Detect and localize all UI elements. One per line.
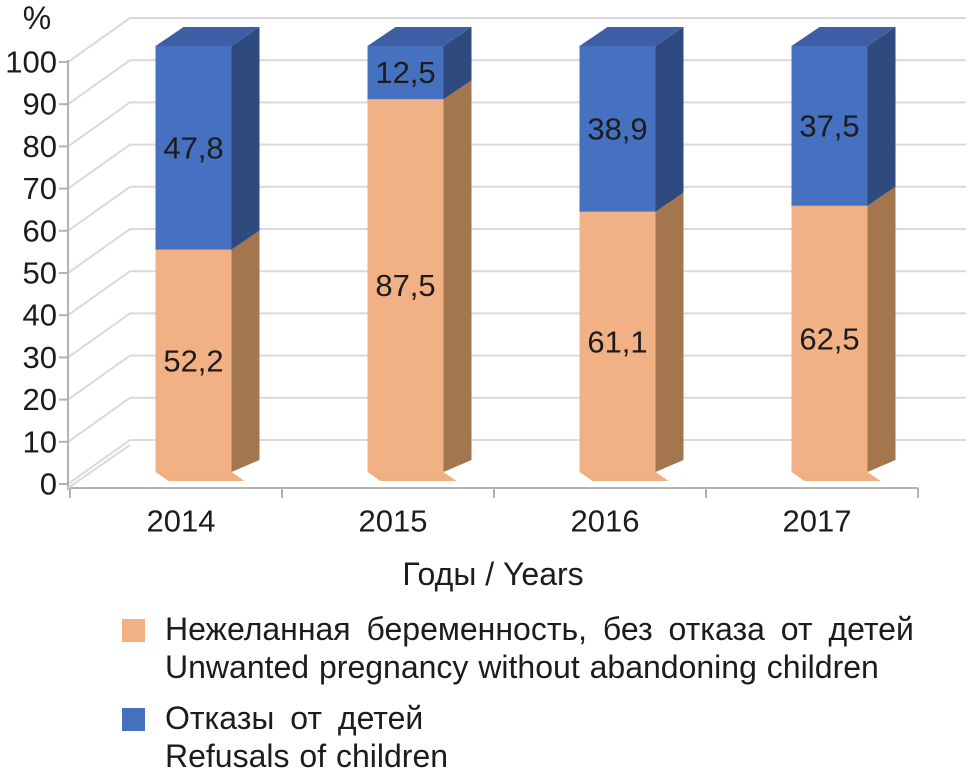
gridline xyxy=(67,228,966,274)
legend-swatch-refusals xyxy=(122,708,145,731)
x-tick-label-2014: 2014 xyxy=(147,504,216,539)
x-tick-label-2017: 2017 xyxy=(783,504,852,539)
data-label-unwanted: 61,1 xyxy=(587,324,647,359)
data-label-unwanted: 87,5 xyxy=(375,268,435,303)
bar-front-face-refusals xyxy=(367,46,444,100)
y-tick-label: 90 xyxy=(23,87,57,122)
y-tick-label: 40 xyxy=(23,298,57,333)
axes xyxy=(59,60,919,498)
legend: Нежеланная беременность, без отказа от д… xyxy=(122,610,914,775)
data-label-unwanted: 52,2 xyxy=(163,343,223,378)
gridline xyxy=(67,270,966,317)
legend-label-ru: Нежеланная беременность, без отказа от д… xyxy=(165,611,914,647)
legend-item-unwanted-pregnancy: Нежеланная беременность, без отказа от д… xyxy=(122,610,914,686)
data-label-unwanted: 62,5 xyxy=(799,321,859,356)
gridline xyxy=(67,185,966,232)
bar-top-face xyxy=(155,27,260,46)
data-label-refusals: 38,9 xyxy=(587,111,647,146)
bar-bottom-face xyxy=(155,472,245,481)
bar-front-face-refusals xyxy=(155,46,232,250)
bar-top-face xyxy=(367,27,472,46)
legend-label-unwanted-pregnancy: Нежеланная беременность, без отказа от д… xyxy=(165,610,914,686)
y-tick-label: 60 xyxy=(23,213,57,248)
y-tick-label: 20 xyxy=(23,382,57,417)
y-tick-labels: 0 10 20 30 40 50 60 70 80 90 100% xyxy=(5,0,57,502)
legend-label-ru: Отказы от детей xyxy=(165,700,424,736)
legend-swatch-unwanted-pregnancy xyxy=(122,619,145,642)
gridline xyxy=(67,396,966,443)
bar-side-face-unwanted xyxy=(231,230,260,472)
legend-item-refusals: Отказы от детей Refusals of children xyxy=(122,699,914,775)
data-label-refusals: 47,8 xyxy=(163,130,223,165)
bar-side-face-refusals xyxy=(443,27,472,100)
legend-label-en: Refusals of children xyxy=(165,738,449,774)
data-label-refusals: 12,5 xyxy=(375,55,435,90)
bar-side-face-refusals xyxy=(231,27,260,250)
bar-front-face-refusals xyxy=(791,46,868,206)
y-tick-label: 30 xyxy=(23,340,57,375)
gridlines xyxy=(67,17,966,485)
bar-side-face-unwanted xyxy=(867,186,896,472)
legend-label-en: Unwanted pregnancy without abandoning ch… xyxy=(165,649,879,685)
bar-side-face-unwanted xyxy=(655,192,684,473)
data-label-refusals: 37,5 xyxy=(799,108,859,143)
bar-front-face-unwanted xyxy=(791,205,868,472)
x-tick-label-2016: 2016 xyxy=(571,504,640,539)
gridline xyxy=(67,439,966,485)
gridline xyxy=(67,101,966,148)
bar-2014: 52,2 47,8 xyxy=(155,27,260,481)
bar-front-face-unwanted xyxy=(579,211,656,473)
gridline xyxy=(67,17,966,63)
y-tick-label: 100 xyxy=(5,45,57,80)
bar-top-face xyxy=(791,27,896,46)
bar-top-face xyxy=(579,27,684,46)
bar-2016: 61,1 38,9 xyxy=(579,27,684,481)
gridline xyxy=(67,354,966,401)
y-axis-unit-label: % xyxy=(23,0,51,36)
bar-front-face-unwanted xyxy=(155,249,232,472)
bar-bottom-face xyxy=(579,472,669,481)
bar-side-face-refusals xyxy=(867,27,896,206)
bar-2015: 87,5 12,5 xyxy=(367,27,472,481)
y-tick-label: 10 xyxy=(23,424,57,459)
bar-front-face-unwanted xyxy=(367,99,444,472)
x-tick-label-2015: 2015 xyxy=(359,504,428,539)
bar-bottom-face xyxy=(791,472,881,481)
bar-bottom-face xyxy=(367,472,457,481)
legend-label-refusals: Отказы от детей Refusals of children xyxy=(165,699,448,775)
bar-side-face-unwanted xyxy=(443,80,472,472)
bar-2017: 62,5 37,5 xyxy=(791,27,896,481)
y-tick-label: 80 xyxy=(23,129,57,164)
gridline xyxy=(67,143,966,190)
bar-front-face-refusals xyxy=(579,46,656,212)
y-tick-label: 50 xyxy=(23,256,57,291)
gridline xyxy=(67,312,966,359)
floor-left-edge xyxy=(67,444,131,489)
bar-side-face-refusals xyxy=(655,27,684,212)
gridline xyxy=(67,59,966,106)
y-tick-label: 0 xyxy=(40,467,57,502)
x-axis-title: Годы / Years xyxy=(402,556,584,592)
chart-canvas: 0 10 20 30 40 50 60 70 80 90 100% 52,2 47,8 2014 87,5 1… xyxy=(5,0,966,539)
y-tick-label: 70 xyxy=(23,171,57,206)
